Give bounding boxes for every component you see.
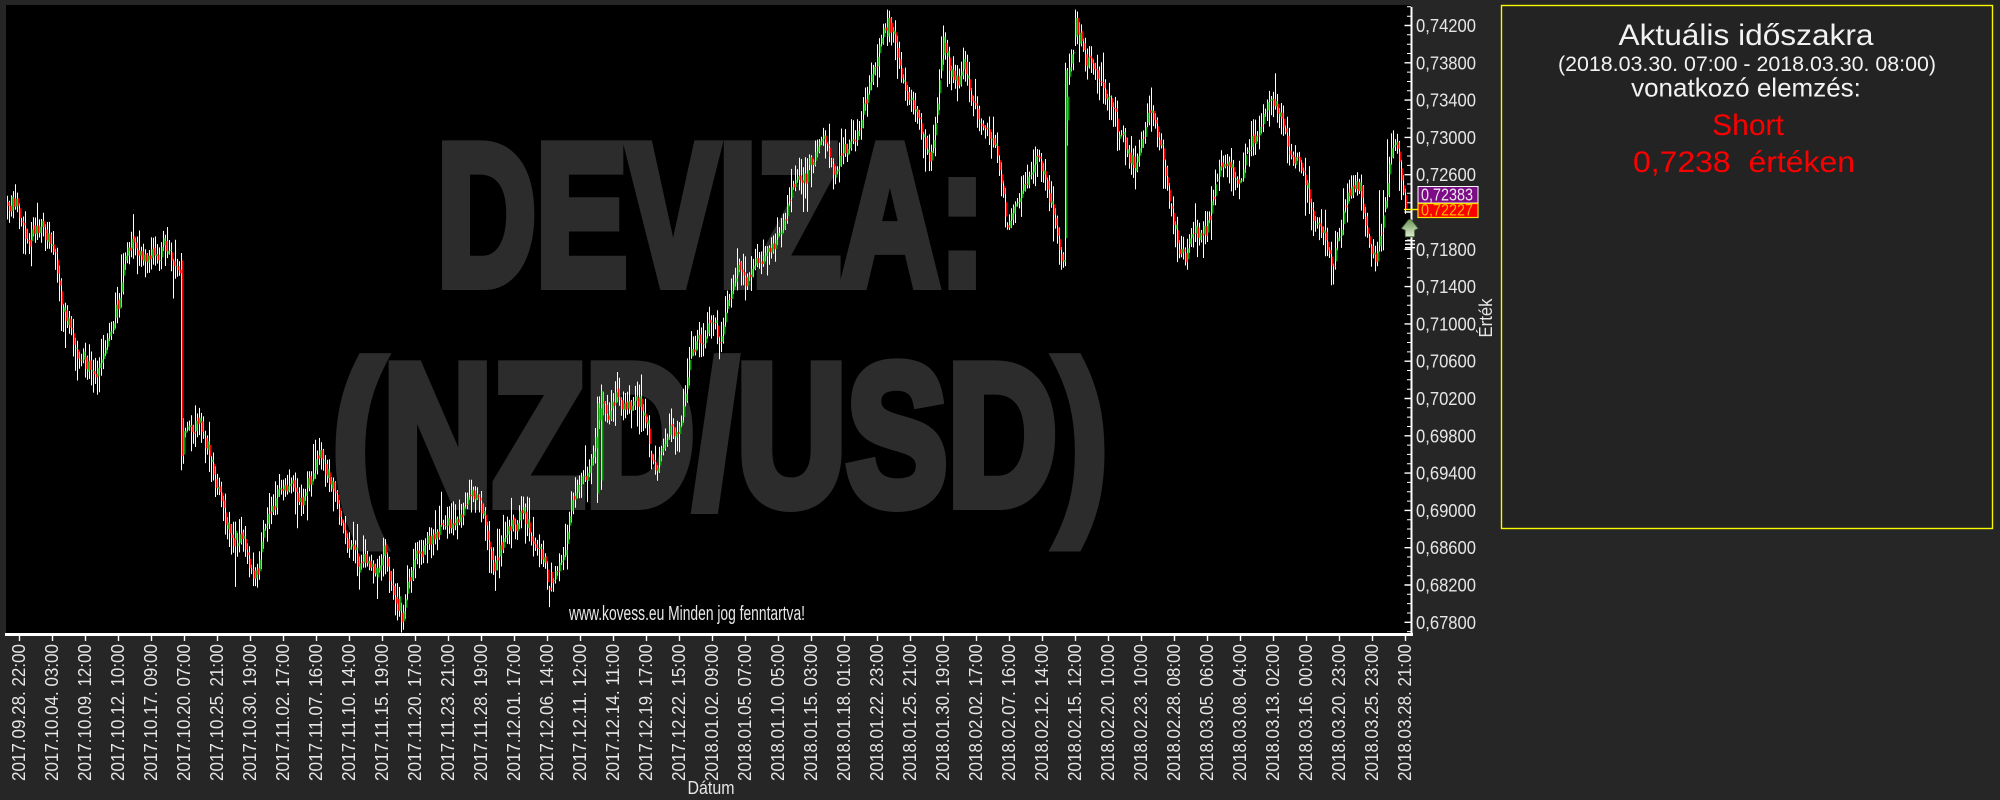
svg-text:0,69400: 0,69400: [1416, 463, 1476, 484]
svg-text:www.kovess.eu Minden jog fennt: www.kovess.eu Minden jog fenntartva!: [568, 603, 805, 625]
svg-text:2018.03.25. 23:00: 2018.03.25. 23:00: [1361, 644, 1382, 781]
svg-text:0,68200: 0,68200: [1416, 575, 1476, 596]
svg-text:2017.10.04. 03:00: 2017.10.04. 03:00: [41, 644, 62, 781]
svg-text:2018.03.05. 06:00: 2018.03.05. 06:00: [1196, 644, 1217, 781]
svg-text:Short: Short: [1712, 109, 1784, 142]
svg-text:2017.10.17. 09:00: 2017.10.17. 09:00: [140, 644, 161, 781]
svg-text:2018.02.12. 14:00: 2018.02.12. 14:00: [1031, 644, 1052, 781]
svg-text:2018.01.18. 01:00: 2018.01.18. 01:00: [833, 644, 854, 781]
svg-text:0,72600: 0,72600: [1416, 164, 1476, 185]
svg-text:2018.03.16. 00:00: 2018.03.16. 00:00: [1295, 644, 1316, 781]
svg-text:2017.11.15. 19:00: 2017.11.15. 19:00: [371, 644, 392, 781]
svg-text:2018.01.25. 21:00: 2018.01.25. 21:00: [899, 644, 920, 781]
svg-text:2017.12.01. 17:00: 2017.12.01. 17:00: [503, 644, 524, 781]
svg-text:0,71800: 0,71800: [1416, 239, 1476, 260]
svg-text:2017.11.10. 14:00: 2017.11.10. 14:00: [338, 644, 359, 781]
svg-text:2017.11.07. 16:00: 2017.11.07. 16:00: [305, 644, 326, 781]
svg-text:0,67800: 0,67800: [1416, 612, 1476, 633]
svg-text:2017.10.12. 10:00: 2017.10.12. 10:00: [107, 644, 128, 781]
svg-text:2018.01.30. 19:00: 2018.01.30. 19:00: [932, 644, 953, 781]
svg-text:2017.12.11. 12:00: 2017.12.11. 12:00: [569, 644, 590, 781]
svg-text:0,68600: 0,68600: [1416, 537, 1476, 558]
svg-text:(2018.03.30. 07:00 - 2018.03.3: (2018.03.30. 07:00 - 2018.03.30. 08:00): [1558, 52, 1936, 76]
svg-text:2017.12.22. 15:00: 2017.12.22. 15:00: [668, 644, 689, 781]
svg-text:2018.02.20. 10:00: 2018.02.20. 10:00: [1097, 644, 1118, 781]
svg-text:2017.10.20. 07:00: 2017.10.20. 07:00: [173, 644, 194, 781]
svg-text:2018.03.13. 02:00: 2018.03.13. 02:00: [1262, 644, 1283, 781]
svg-text:2017.10.30. 19:00: 2017.10.30. 19:00: [239, 644, 260, 781]
svg-text:2018.02.07. 16:00: 2018.02.07. 16:00: [998, 644, 1019, 781]
svg-text:0,69800: 0,69800: [1416, 425, 1476, 446]
svg-text:0,72383: 0,72383: [1421, 185, 1473, 205]
svg-text:2018.02.02. 17:00: 2018.02.02. 17:00: [965, 644, 986, 781]
svg-text:0,72227: 0,72227: [1421, 202, 1473, 220]
svg-text:2018.03.08. 04:00: 2018.03.08. 04:00: [1229, 644, 1250, 781]
svg-text:0,69000: 0,69000: [1416, 500, 1476, 521]
svg-text:2017.10.09. 12:00: 2017.10.09. 12:00: [74, 644, 95, 781]
svg-text:2018.02.15. 12:00: 2018.02.15. 12:00: [1064, 644, 1085, 781]
svg-text:0,7238 értéken: 0,7238 értéken: [1633, 146, 1855, 179]
svg-text:2018.03.20. 23:00: 2018.03.20. 23:00: [1328, 644, 1349, 781]
svg-text:0,71000: 0,71000: [1416, 313, 1476, 334]
svg-text:2017.11.02. 17:00: 2017.11.02. 17:00: [272, 644, 293, 781]
svg-text:DEVIZA:: DEVIZA:: [437, 104, 985, 327]
svg-text:0,73400: 0,73400: [1416, 90, 1476, 111]
svg-text:0,71400: 0,71400: [1416, 276, 1476, 297]
svg-text:2017.11.23. 21:00: 2017.11.23. 21:00: [437, 644, 458, 781]
svg-text:(NZD/USD): (NZD/USD): [333, 324, 1108, 547]
svg-text:Dátum: Dátum: [688, 777, 735, 798]
svg-text:2018.03.28. 21:00: 2018.03.28. 21:00: [1394, 644, 1415, 781]
svg-text:2018.01.05. 07:00: 2018.01.05. 07:00: [734, 644, 755, 781]
svg-text:0,73000: 0,73000: [1416, 127, 1476, 148]
svg-text:2018.01.15. 03:00: 2018.01.15. 03:00: [800, 644, 821, 781]
svg-text:2017.12.06. 14:00: 2017.12.06. 14:00: [536, 644, 557, 781]
svg-text:2017.12.14. 11:00: 2017.12.14. 11:00: [602, 644, 623, 781]
svg-text:0,74200: 0,74200: [1416, 15, 1476, 36]
svg-text:vonatkozó elemzés:: vonatkozó elemzés:: [1631, 73, 1861, 103]
svg-text:Aktuális időszakra: Aktuális időszakra: [1619, 19, 1874, 52]
svg-text:2017.10.25. 21:00: 2017.10.25. 21:00: [206, 644, 227, 781]
svg-text:2018.02.23. 10:00: 2018.02.23. 10:00: [1130, 644, 1151, 781]
svg-text:2018.01.02. 09:00: 2018.01.02. 09:00: [701, 644, 722, 781]
svg-text:0,73800: 0,73800: [1416, 52, 1476, 73]
svg-text:2017.09.28. 22:00: 2017.09.28. 22:00: [8, 644, 29, 781]
svg-text:Érték: Érték: [1475, 298, 1496, 338]
svg-text:2018.02.28. 08:00: 2018.02.28. 08:00: [1163, 644, 1184, 781]
svg-text:2017.11.28. 19:00: 2017.11.28. 19:00: [470, 644, 491, 781]
svg-text:0,70200: 0,70200: [1416, 388, 1476, 409]
svg-text:2018.01.22. 23:00: 2018.01.22. 23:00: [866, 644, 887, 781]
svg-text:2017.12.19. 17:00: 2017.12.19. 17:00: [635, 644, 656, 781]
svg-text:2017.11.20. 17:00: 2017.11.20. 17:00: [404, 644, 425, 781]
svg-text:2018.01.10. 05:00: 2018.01.10. 05:00: [767, 644, 788, 781]
svg-text:0,70600: 0,70600: [1416, 351, 1476, 372]
